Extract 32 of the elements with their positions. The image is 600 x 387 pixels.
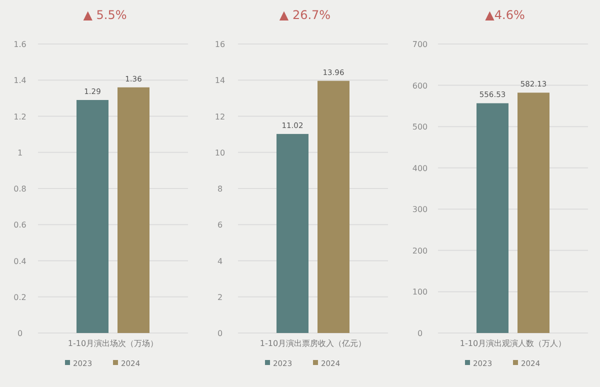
chart-title: ▲ 5.5%	[83, 8, 127, 22]
y-tick-label: 8	[217, 184, 223, 194]
y-tick-label: 6	[217, 220, 223, 230]
y-tick-label: 500	[412, 122, 428, 132]
chart-title: ▲4.6%	[485, 8, 525, 22]
y-tick-label: 2	[217, 292, 223, 302]
y-tick-label: 0.6	[14, 220, 26, 230]
chart-title: ▲ 26.7%	[279, 8, 331, 22]
y-tick-label: 0	[417, 329, 423, 338]
y-tick-label: 300	[412, 205, 428, 214]
y-tick-label: 0	[17, 329, 23, 338]
y-tick-label: 10	[214, 148, 226, 158]
y-tick-label: 0.2	[14, 292, 26, 302]
y-tick-label: 1.2	[14, 112, 26, 122]
x-tick-label: 1-10月演出观演人数（万人）	[460, 339, 566, 348]
y-tick-label: 16	[214, 40, 226, 49]
y-tick-label: 0.8	[14, 184, 26, 194]
x-tick-label: 1-10月演出场次（万场）	[68, 339, 158, 348]
y-tick-label: 14	[214, 76, 226, 86]
y-tick-label: 1.6	[14, 40, 26, 49]
y-tick-label: 0	[217, 329, 223, 338]
y-tick-label: 600	[412, 81, 428, 90]
y-tick-label: 700	[412, 40, 428, 49]
y-tick-label: 200	[412, 246, 428, 256]
y-tick-label: 400	[412, 164, 428, 173]
y-tick-label: 1	[17, 148, 23, 158]
y-tick-label: 1.4	[14, 76, 26, 86]
y-tick-label: 12	[214, 112, 226, 122]
y-tick-label: 100	[412, 288, 428, 297]
y-tick-label: 0.4	[14, 256, 26, 266]
x-tick-label: 1-10月演出票房收入（亿元）	[260, 339, 366, 348]
y-tick-label: 4	[217, 256, 223, 266]
